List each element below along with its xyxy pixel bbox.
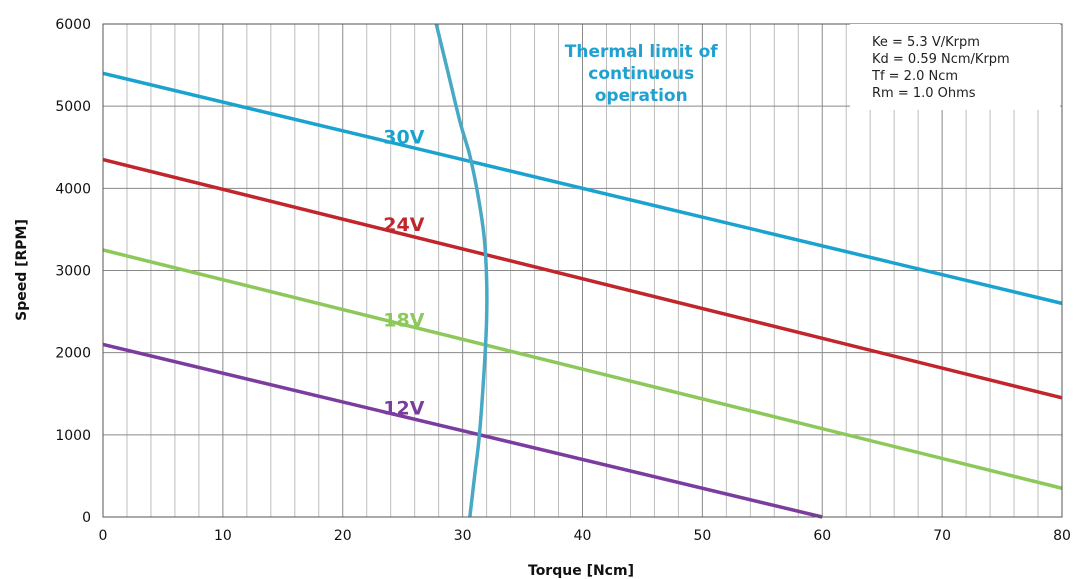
thermal-limit-label-line: continuous [588,64,694,84]
param-rm: Rm = 1.0 Ohms [872,86,976,101]
param-tf: Tf = 2.0 Ncm [871,69,958,84]
series-label-12v: 12V [383,398,424,420]
x-tick-label: 40 [574,528,592,544]
series-line-30v [102,71,1063,306]
series-label-24v: 24V [383,214,424,236]
x-tick-label: 30 [454,528,472,544]
series-line-24v [102,157,1063,400]
y-tick-label: 1000 [55,428,91,444]
x-tick-label: 70 [933,528,951,544]
series-line-12v [102,342,823,519]
x-tick-label: 50 [693,528,711,544]
plot-border [102,23,1063,518]
y-tick-label: 5000 [55,99,91,115]
x-axis-title: Torque [Ncm] [528,563,634,579]
parameter-box [850,24,1060,110]
thermal-limit-curve [434,23,489,518]
x-tick-label: 0 [99,528,108,544]
thermal-limit-label-line: operation [595,86,688,106]
series-label-30v: 30V [383,127,424,149]
tick-labels: 0 10 20 30 40 50 60 70 80 0 1000 2000 3000 4000 5000 60… [55,17,1071,544]
y-tick-label: 0 [82,510,91,526]
y-tick-label: 6000 [55,17,91,33]
param-kd: Kd = 0.59 Ncm/Krpm [872,52,1010,67]
y-tick-label: 3000 [55,264,91,280]
y-tick-label: 4000 [55,181,91,197]
series-line-18v [102,248,1063,490]
series-layer [102,23,1063,519]
plot-frame [102,23,1063,518]
annotations: Ke = 5.3 V/Krpm Kd = 0.59 Ncm/Krpm Tf = … [383,24,1060,420]
x-tick-label: 10 [214,528,232,544]
series-label-18v: 18V [383,309,424,331]
y-tick-label: 2000 [55,346,91,362]
y-axis-title: Speed [RPM] [14,219,30,321]
x-tick-label: 60 [813,528,831,544]
x-tick-label: 80 [1053,528,1071,544]
thermal-limit-label-line: Thermal limit of [565,42,718,62]
param-ke: Ke = 5.3 V/Krpm [872,35,980,50]
x-tick-label: 20 [334,528,352,544]
